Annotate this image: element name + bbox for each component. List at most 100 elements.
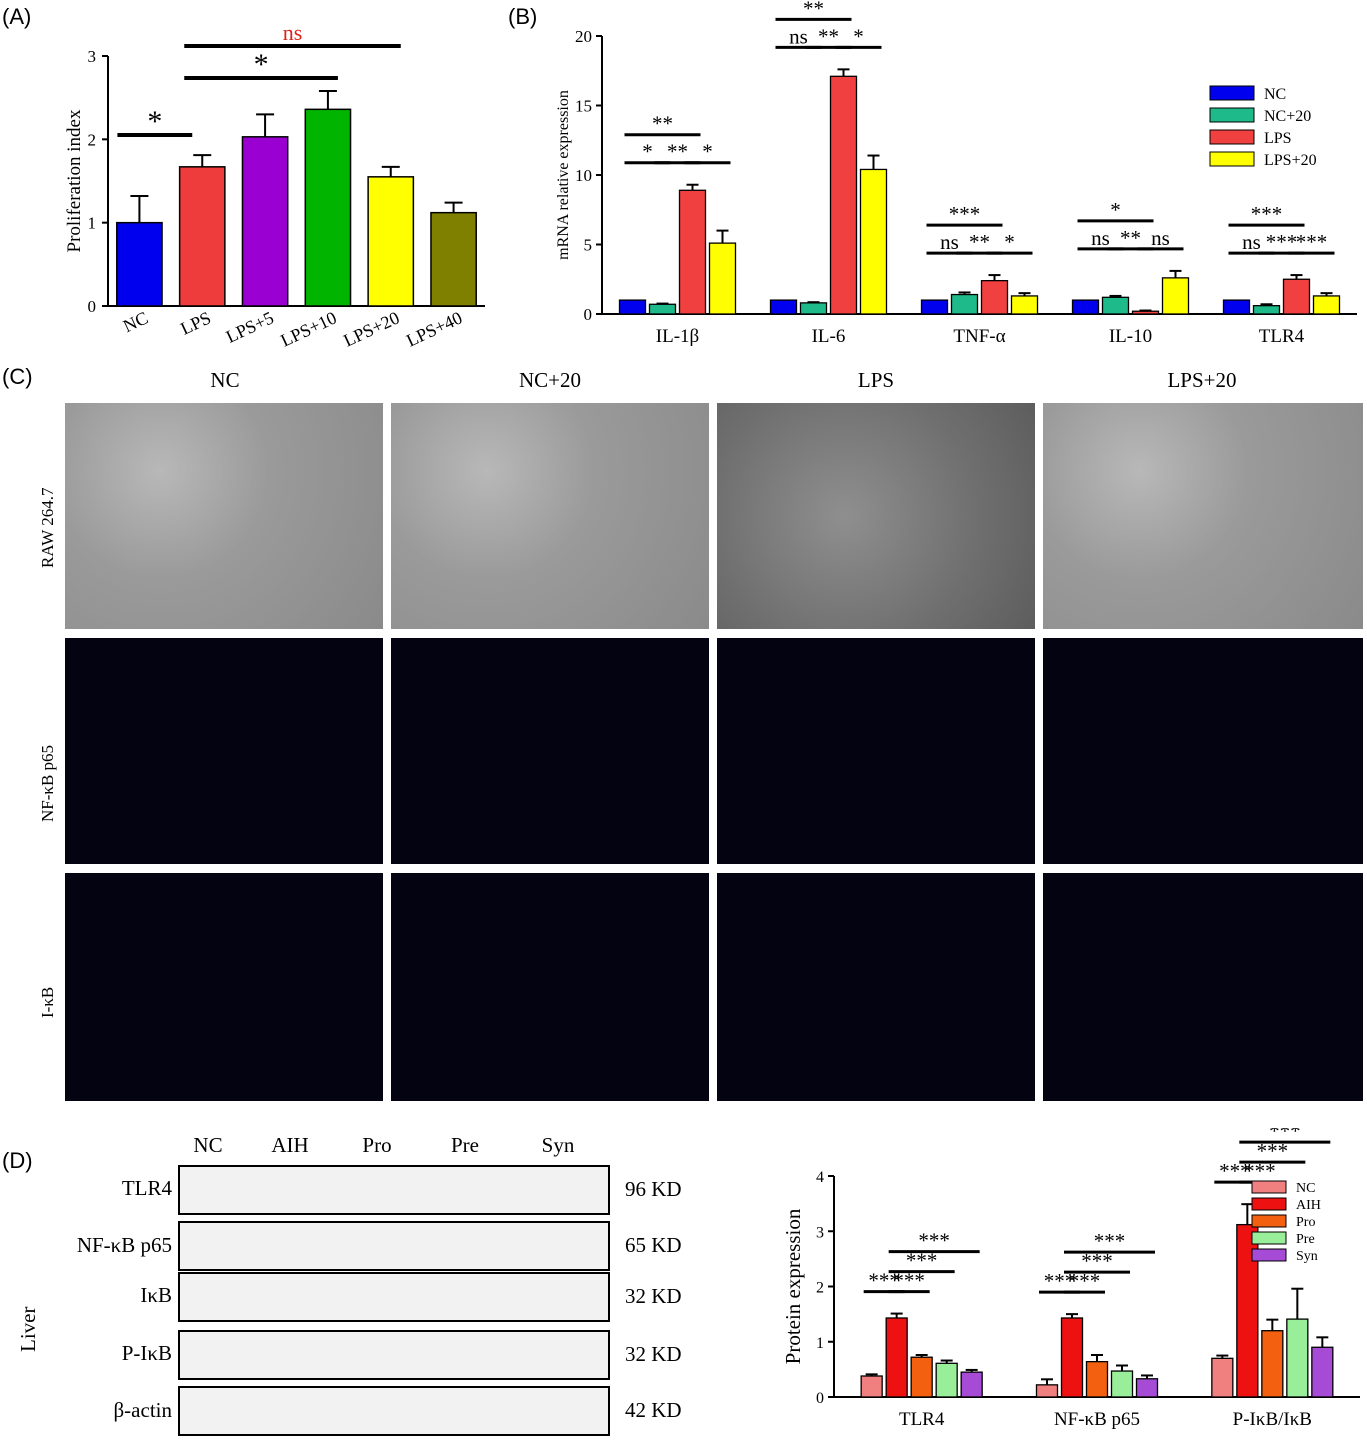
bar-Syn [960,1371,983,1398]
bar-AIH [885,1317,908,1398]
bar-Pro [1085,1360,1109,1398]
significance-label: *** [1269,1128,1301,1143]
bar-NC [618,299,647,315]
significance-label: * [853,24,864,48]
bar-NC [1222,299,1251,315]
legend-label-Pro: Pro [1296,1215,1315,1230]
legend-label-LPS+20: LPS+20 [1264,152,1317,169]
lane-label-pro: Pro [362,1133,392,1157]
kd-label-pikb: 32 KD [625,1342,682,1366]
bar-LPS+20 [1010,295,1039,315]
significance-label: ns [1091,226,1110,250]
significance-label: * [1110,198,1121,222]
panel-label-d: (D) [2,1148,33,1173]
brightfield-image-lps [717,403,1035,629]
bar-Pro [910,1356,933,1398]
bar-LPS [829,75,858,315]
column-label-nc20: NC+20 [518,368,581,392]
blot-strip-ikb [178,1272,610,1322]
bar-LPS+20 [859,168,888,315]
legend: NC AIH Pro Pre Syn [1251,1180,1321,1264]
legend-label-NC: NC [1264,86,1286,103]
y-tick-label: 0 [584,305,593,324]
bar-LPS+20 [708,242,737,315]
legend-swatch-LPS+20 [1209,151,1255,167]
bar-LPS [980,279,1009,315]
lane-label-aih: AIH [271,1133,309,1157]
y-tick-label: 3 [88,47,97,66]
significance-label: ** [667,140,688,164]
significance-label: * [702,140,713,164]
bar-NC+20 [648,303,677,315]
column-label-nc: NC [210,368,240,392]
fluorescence-nfkb-nc [65,638,383,864]
lane-label-nc: NC [193,1133,223,1157]
panel-label-a: (A) [2,4,32,29]
brightfield-image-nc [65,403,383,629]
legend-swatch-NC [1251,1180,1287,1194]
x-tick-label: TNF-α [953,326,1005,347]
bar-LPS+40 [430,211,477,307]
bar-Syn [1135,1378,1159,1398]
y-tick-label: 0 [816,1390,824,1407]
x-tick-label: IL-10 [1109,326,1152,347]
bar-NC+20 [1101,296,1130,315]
fluorescence-ikb-nc [65,873,383,1101]
significance-label: *** [1251,202,1283,226]
y-tick-label: 5 [584,236,593,255]
blot-strip-tlr4 [178,1165,610,1215]
bar-NC [1071,299,1100,315]
significance-label: * [642,140,653,164]
y-axis-label: Protein expression [781,1208,805,1364]
legend-swatch-LPS [1209,129,1255,145]
y-tick-label: 20 [575,27,592,46]
row-label-raw: RAW 264.7 [38,487,57,569]
blot-label-pikb: P-IκB [121,1341,172,1365]
blot-strip-actin [178,1386,610,1436]
significance-label: * [1004,230,1015,254]
kd-label-tlr4: 96 KD [625,1177,682,1201]
panel-label-b: (B) [508,4,538,29]
significance-label: *** [1094,1229,1126,1253]
significance-label: *** [1296,230,1328,254]
lane-label-pre: Pre [451,1133,479,1157]
panel-label-c: (C) [2,364,33,389]
legend-label-LPS: LPS [1264,130,1292,147]
bar-Pre [1286,1318,1309,1398]
x-tick-label: NC [120,307,151,336]
bar-LPS [1282,278,1311,315]
significance-label: *** [918,1229,950,1253]
x-tick-label: LPS+40 [403,307,465,350]
legend-label-NC+20: NC+20 [1264,108,1311,125]
blot-label-actin: β-actin [113,1398,173,1422]
bar-LPS [1131,310,1160,315]
significance-label: ns [940,230,959,254]
fluorescence-nfkb-lps [717,638,1035,864]
kd-label-actin: 42 KD [625,1398,682,1422]
blot-label-ikb: IκB [140,1283,172,1307]
legend-swatch-NC [1209,85,1255,101]
bar-LPS+5 [241,136,289,307]
legend-label-Syn: Syn [1296,1249,1318,1264]
bar-LPS+10 [304,108,352,307]
x-tick-label: P-IκB/IκB [1233,1409,1312,1430]
bar-Syn [1311,1346,1334,1398]
legend-swatch-AIH [1251,1197,1287,1211]
lane-label-syn: Syn [541,1133,575,1157]
significance-label: * [254,48,269,81]
significance-label: ** [1120,226,1141,250]
bar-NC [920,299,949,315]
bar-AIH [1060,1317,1084,1398]
significance-label: *** [1266,230,1298,254]
y-tick-label: 2 [88,130,97,149]
significance-label: *** [949,202,981,226]
legend-label-NC: NC [1296,1181,1315,1196]
legend-swatch-Syn [1251,1248,1287,1262]
x-tick-label: TLR4 [1259,326,1305,347]
y-tick-label: 1 [816,1335,824,1352]
significance-label: ns [283,20,303,45]
legend-label-Pre: Pre [1296,1232,1315,1247]
